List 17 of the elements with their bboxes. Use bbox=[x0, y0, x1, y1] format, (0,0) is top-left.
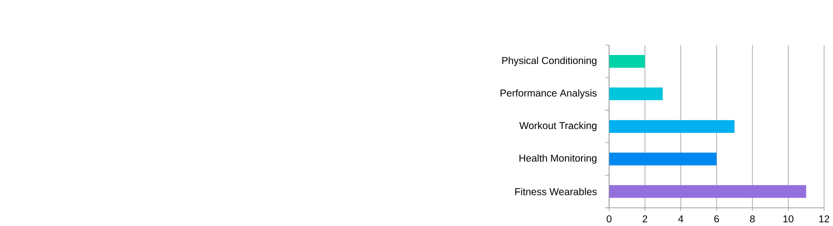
bar bbox=[609, 120, 735, 133]
y-tick-label: Workout Tracking bbox=[519, 122, 596, 132]
x-tick-label: 6 bbox=[714, 215, 719, 223]
x-tick-label: 8 bbox=[750, 215, 755, 223]
y-tick-label: Physical Conditioning bbox=[502, 56, 596, 66]
y-tick-label: Health Monitoring bbox=[520, 154, 596, 164]
bar bbox=[609, 185, 806, 198]
x-tick-label: 0 bbox=[606, 215, 612, 223]
bar bbox=[609, 152, 717, 166]
x-tick-label: 10 bbox=[783, 215, 794, 223]
bar bbox=[609, 55, 645, 68]
x-tick-label: 4 bbox=[678, 215, 684, 222]
y-tick-label: Fitness Wearables bbox=[515, 188, 597, 196]
x-tick-label: 2 bbox=[642, 215, 648, 222]
x-tick-label: 12 bbox=[819, 215, 830, 222]
y-tick-label: Performance Analysis bbox=[500, 89, 597, 99]
bar bbox=[609, 88, 663, 100]
